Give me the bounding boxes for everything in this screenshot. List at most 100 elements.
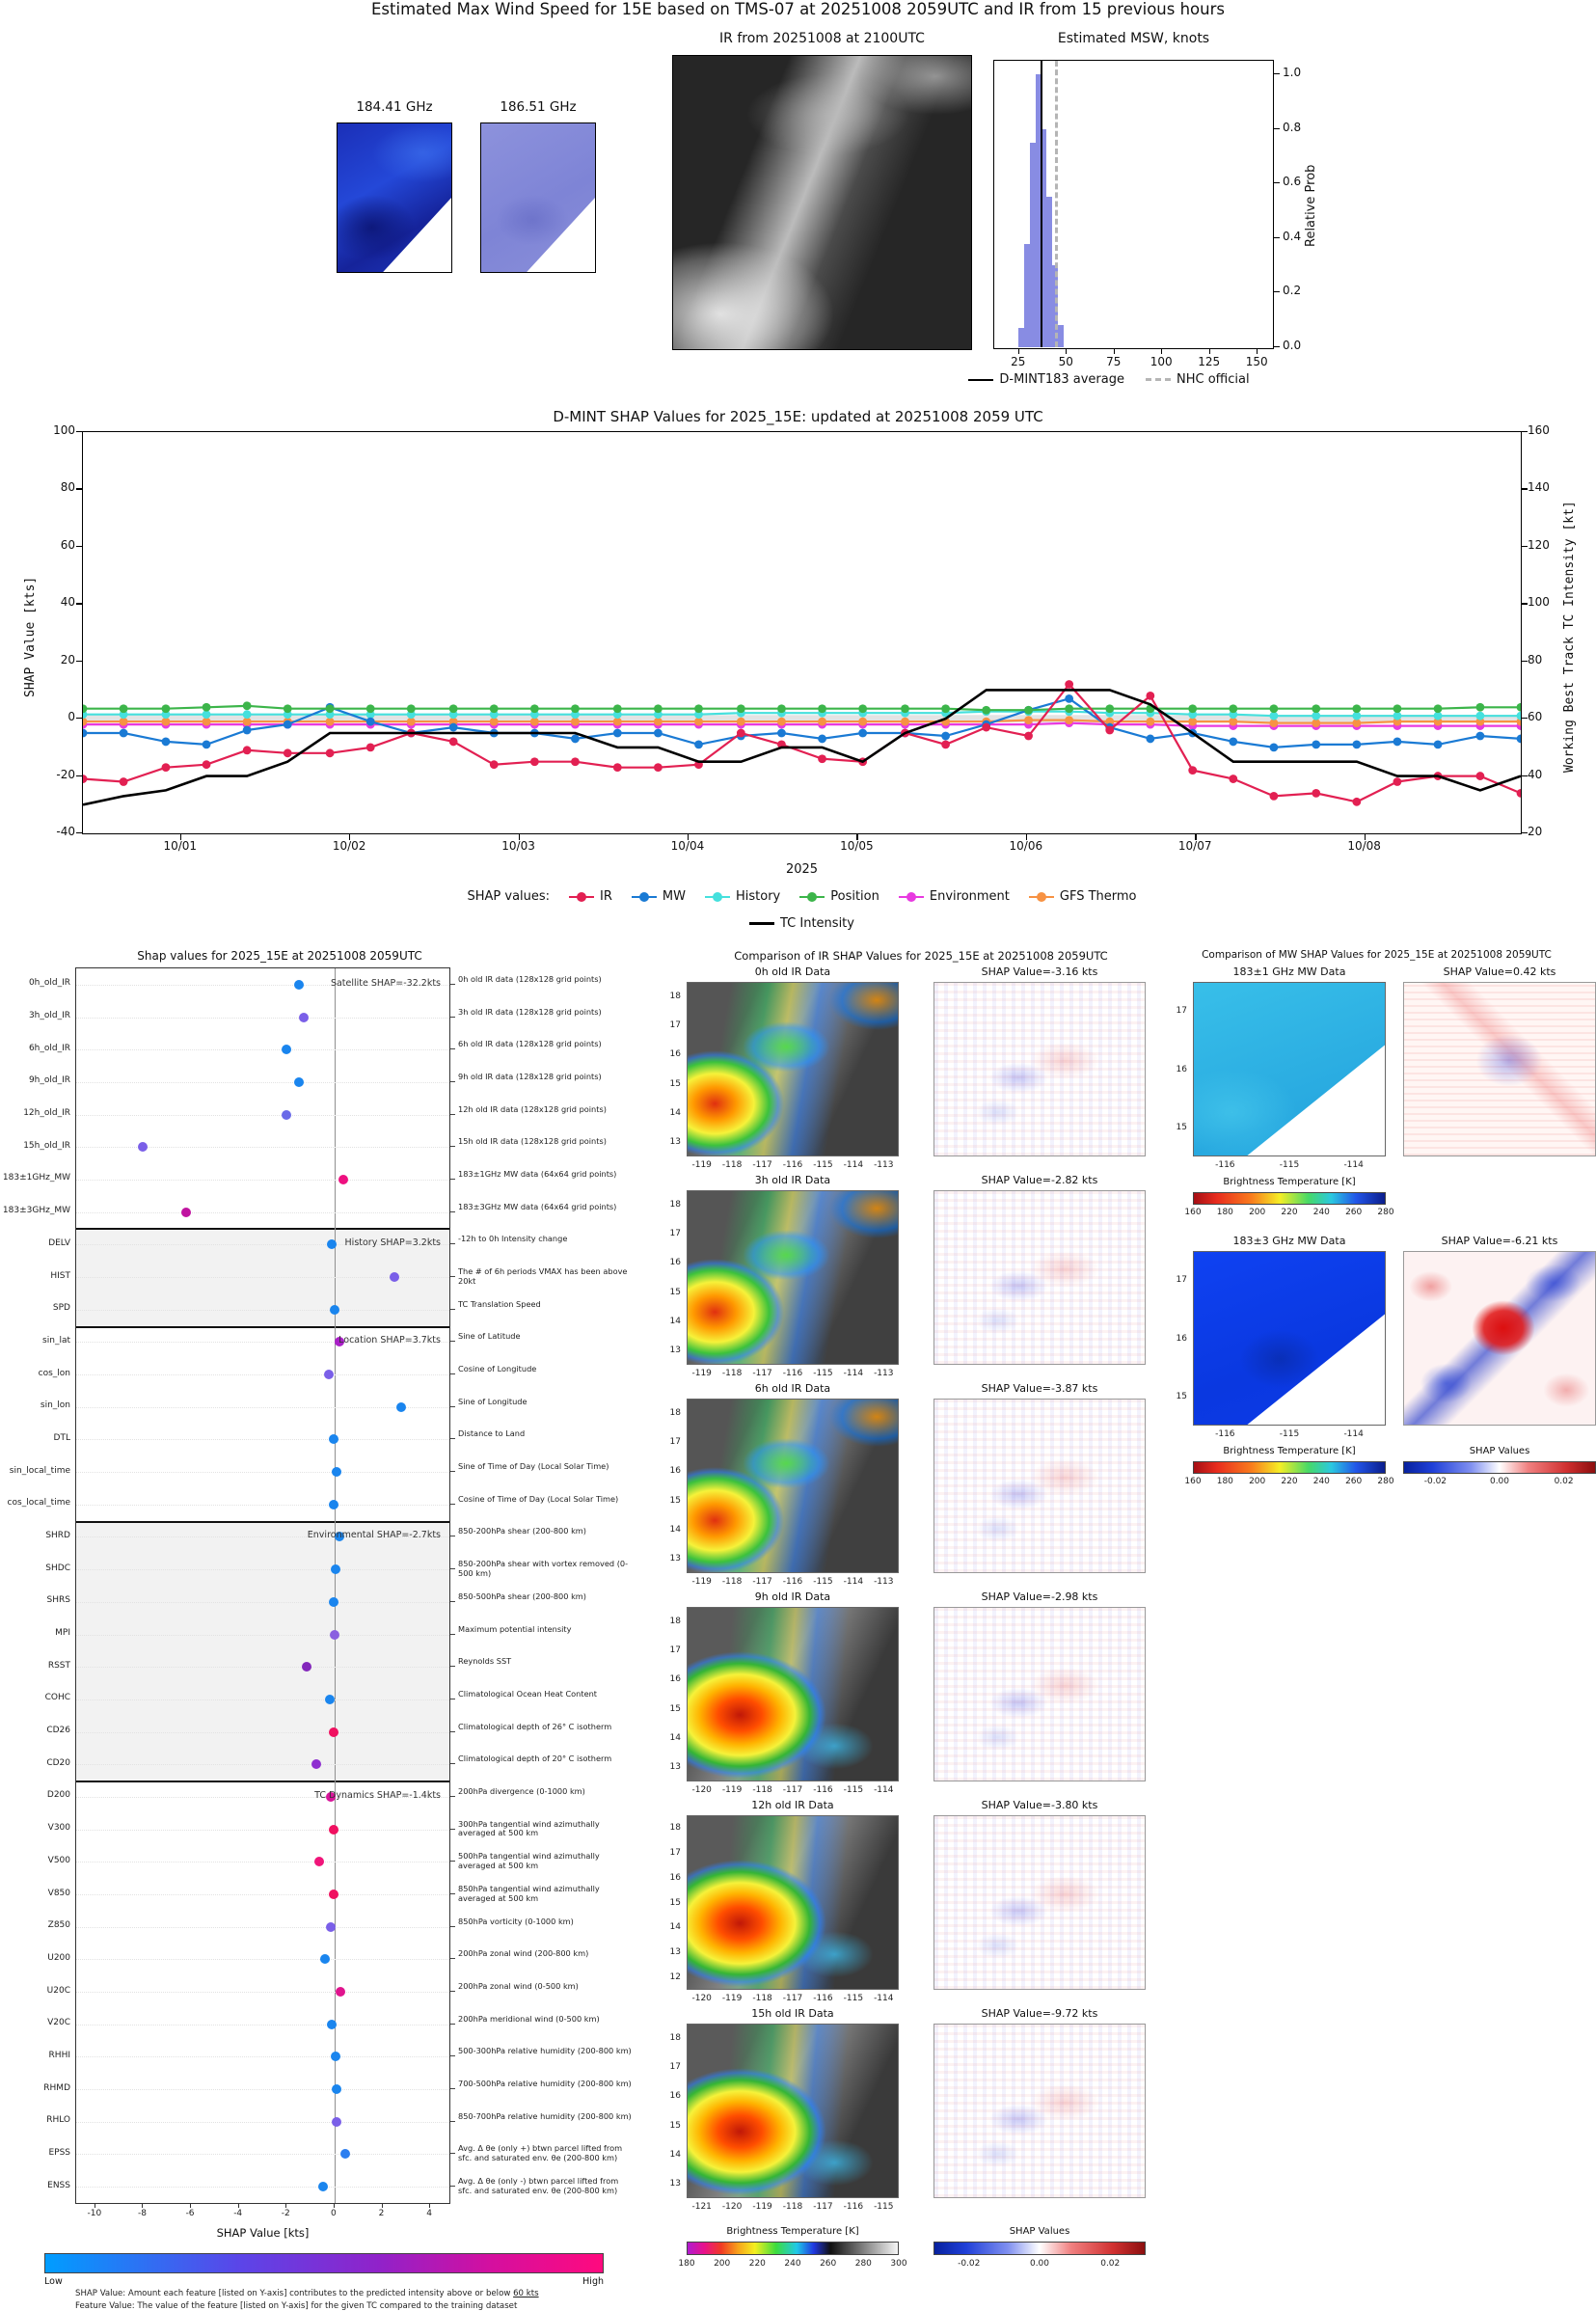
x-tick-label: 50 (1058, 355, 1073, 368)
feature-dot-183±1GHz_MW (338, 1174, 348, 1184)
histogram-title: Estimated MSW, knots (1057, 31, 1210, 46)
zero-line (334, 968, 337, 2203)
marker-dot (807, 891, 818, 902)
lat-tick-label: 13 (669, 1553, 681, 1563)
feature-description: 0h old IR data (128x128 grid points) (458, 973, 602, 984)
lat-tick-label: 16 (669, 1466, 681, 1477)
legend-entry-label: TC Intensity (780, 916, 854, 931)
feature-value-colorbar (44, 2253, 604, 2273)
histogram-bar (1017, 328, 1024, 347)
series-line-tc-intensity (83, 689, 1521, 806)
x-tick-label: 125 (1198, 355, 1221, 368)
data-point (529, 717, 539, 726)
legend-entry-gfs-thermo: GFS Thermo (1028, 889, 1137, 904)
feature-label: RSST (47, 1660, 70, 1671)
y-tick-mark (1522, 660, 1528, 662)
lat-tick-label: 16 (669, 1872, 681, 1883)
feature-dot-U200 (320, 1954, 330, 1965)
feature-description: Sine of Longitude (458, 1396, 527, 1406)
series-line-gfs-thermo (83, 719, 1521, 724)
data-point (1352, 797, 1362, 806)
data-point (489, 760, 499, 770)
lon-tick-label: -117 (782, 1994, 803, 2003)
bt-tick-label: 180 (1216, 1477, 1233, 1486)
lon-tick-label: -115 (843, 1994, 864, 2003)
y-tick-label: 80 (60, 480, 75, 495)
legend-prefix: SHAP values: (467, 889, 551, 904)
desc-tick-mark (450, 1893, 455, 1894)
data-point (83, 704, 88, 714)
feature-dot-RSST (302, 1662, 312, 1672)
lat-tick-label: 14 (669, 1107, 681, 1118)
lon-tick-label: -114 (843, 1160, 864, 1170)
feature-dot-183±3GHz_MW (181, 1207, 192, 1217)
desc-tick-mark (450, 1503, 455, 1505)
data-point (1312, 740, 1321, 749)
desc-tick-mark (450, 1633, 455, 1635)
legend-entry-label: History (736, 889, 781, 904)
lon-tick-label: -115 (874, 2202, 894, 2212)
y-tick-mark (1274, 73, 1280, 75)
x-tick-mark (179, 834, 182, 840)
legend-dmint-average-label: D-MINT183 average (999, 372, 1124, 387)
lat-tick-label: 17 (669, 1847, 681, 1858)
bt-tick-label: 280 (1377, 1208, 1394, 1217)
row-gridline (76, 1829, 449, 1831)
data-point (571, 757, 580, 767)
timeseries-ylabel-left: SHAP Value [kts] (23, 576, 38, 697)
feature-label: SHRD (45, 1530, 70, 1540)
lon-tick-label: -116 (843, 2202, 864, 2212)
bt-tick-label: 160 (1184, 1477, 1202, 1486)
data-point (283, 748, 292, 758)
data-point (1516, 734, 1521, 744)
data-point (448, 737, 458, 747)
data-point (529, 757, 539, 767)
timeseries-ylabel-right: Working Best Track TC Intensity [kt] (1562, 501, 1577, 773)
lat-tick-label: 16 (669, 2091, 681, 2102)
lat-tick-label: 15 (669, 2120, 681, 2131)
lat-tick-label: 13 (669, 1947, 681, 1958)
data-point (1312, 789, 1321, 798)
data-point (571, 704, 580, 714)
x-tick-label: -4 (233, 2209, 243, 2218)
lon-tick-label: -117 (782, 1785, 803, 1795)
data-point (941, 704, 950, 714)
marker-dot (638, 891, 649, 902)
legend-entry-environment: Environment (898, 889, 1010, 904)
x-tick-label: 0 (331, 2209, 337, 2218)
series-marker-swatch (569, 891, 595, 902)
desc-tick-mark (450, 1276, 455, 1277)
y-tick-mark (76, 488, 82, 490)
data-point (1229, 775, 1238, 783)
feature-description: 700-500hPa relative humidity (200-800 km… (458, 2079, 632, 2089)
lon-tick-label: -116 (1215, 1160, 1235, 1170)
data-point (1024, 731, 1033, 741)
feature-dot-12h_old_IR (282, 1109, 292, 1120)
shap-tick-label: 0.02 (1100, 2259, 1121, 2269)
row-gridline (76, 1569, 449, 1571)
histogram-bar (1035, 74, 1041, 347)
lon-tick-label: -114 (874, 1785, 894, 1795)
data-point (818, 704, 826, 714)
feature-label: V850 (47, 1888, 70, 1898)
data-point (448, 704, 458, 714)
x-tick-mark (285, 2204, 287, 2208)
data-point (529, 704, 539, 714)
data-point (1229, 704, 1238, 714)
lat-tick-label: 16 (1176, 1333, 1187, 1344)
ir-shap-map (933, 1815, 1146, 1990)
y-tick-label: 80 (1528, 652, 1543, 666)
data-point (489, 704, 499, 714)
lat-tick-label: 15 (669, 1897, 681, 1908)
x-tick-label: -8 (137, 2209, 147, 2218)
y-tick-mark (76, 431, 82, 433)
row-gridline (76, 1374, 449, 1376)
feature-description: 850-200hPa shear with vortex removed (0-… (458, 1559, 629, 1578)
bt-tick-label: 200 (1249, 1208, 1266, 1217)
desc-tick-mark (450, 1925, 455, 1927)
feature-label: 9h_old_IR (28, 1075, 70, 1086)
data-point (406, 717, 416, 726)
ir-shap-map (933, 1607, 1146, 1781)
ir-shap-map (933, 1190, 1146, 1365)
x-tick-label: 10/08 (1347, 839, 1381, 853)
